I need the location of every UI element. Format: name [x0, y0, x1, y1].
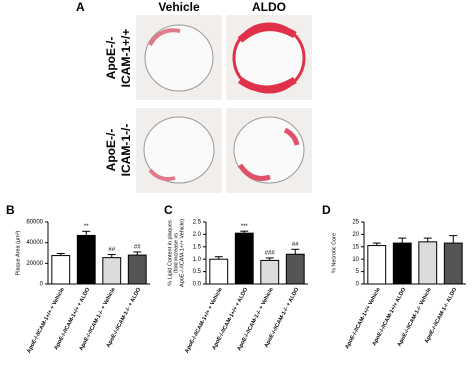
bar	[443, 242, 463, 285]
bar	[285, 253, 305, 285]
y-tick-label: 10	[352, 257, 359, 263]
column-label: Vehicle	[158, 0, 200, 14]
vessel	[143, 116, 215, 184]
column-label: ALDO	[252, 0, 286, 14]
y-axis-label: Plaque Area (μm²)	[15, 230, 21, 275]
bar	[367, 245, 387, 285]
y-tick-label: 0.0	[193, 282, 202, 288]
y-axis-label: % Lipid Content in plaques	[167, 220, 173, 286]
y-tick-label: 20	[352, 232, 359, 238]
bar	[102, 257, 122, 285]
y-tick-label: 0.5	[193, 269, 202, 275]
y-tick-label: 20000	[26, 261, 43, 267]
y-tick-label: 5	[356, 269, 360, 275]
bar	[209, 258, 229, 285]
y-tick-label: 0	[40, 282, 44, 288]
bar	[234, 232, 254, 285]
bar	[127, 254, 147, 285]
bar	[260, 259, 280, 285]
panel-letter: D	[322, 203, 331, 217]
panel-letter: A	[76, 0, 85, 14]
y-tick-label: 2.0	[193, 232, 202, 238]
vessel	[144, 24, 214, 92]
bar	[392, 242, 412, 285]
bar	[418, 241, 438, 285]
row-label: ICAM-1+/+	[119, 29, 133, 88]
significance: ##	[292, 242, 299, 248]
y-tick-label: 1.5	[193, 244, 202, 250]
y-tick-label: 1.0	[193, 257, 202, 263]
bar	[51, 255, 71, 285]
y-axis-label: (fold increase vs	[173, 233, 179, 273]
panel-letter: B	[6, 203, 15, 217]
row-label: ApoE-/-	[104, 37, 118, 80]
y-tick-label: 0	[356, 282, 360, 288]
y-tick-label: 60000	[26, 220, 43, 226]
y-axis-label: % Necrotic Core	[331, 233, 337, 273]
significance: ###	[265, 251, 276, 257]
significance: **	[84, 224, 89, 230]
plaque	[237, 127, 300, 181]
y-tick-label: 2.5	[193, 220, 202, 226]
histology-images	[136, 15, 312, 193]
plaque	[237, 24, 297, 93]
significance: ***	[241, 224, 249, 230]
row-label: ICAM-1-/-	[119, 124, 133, 177]
significance: ##	[134, 245, 141, 251]
plaque	[148, 168, 176, 181]
plaque	[148, 28, 181, 47]
y-tick-label: 25	[352, 220, 359, 226]
bar	[76, 234, 96, 285]
significance: ##	[108, 247, 115, 253]
row-label: ApoE-/-	[104, 129, 118, 172]
y-axis-label: ApoE-/-/ICAM-1+/+ Vehicle)	[179, 219, 185, 287]
y-tick-label: 40000	[26, 240, 43, 246]
panel-letter: C	[164, 203, 173, 217]
y-tick-label: 15	[352, 244, 359, 250]
